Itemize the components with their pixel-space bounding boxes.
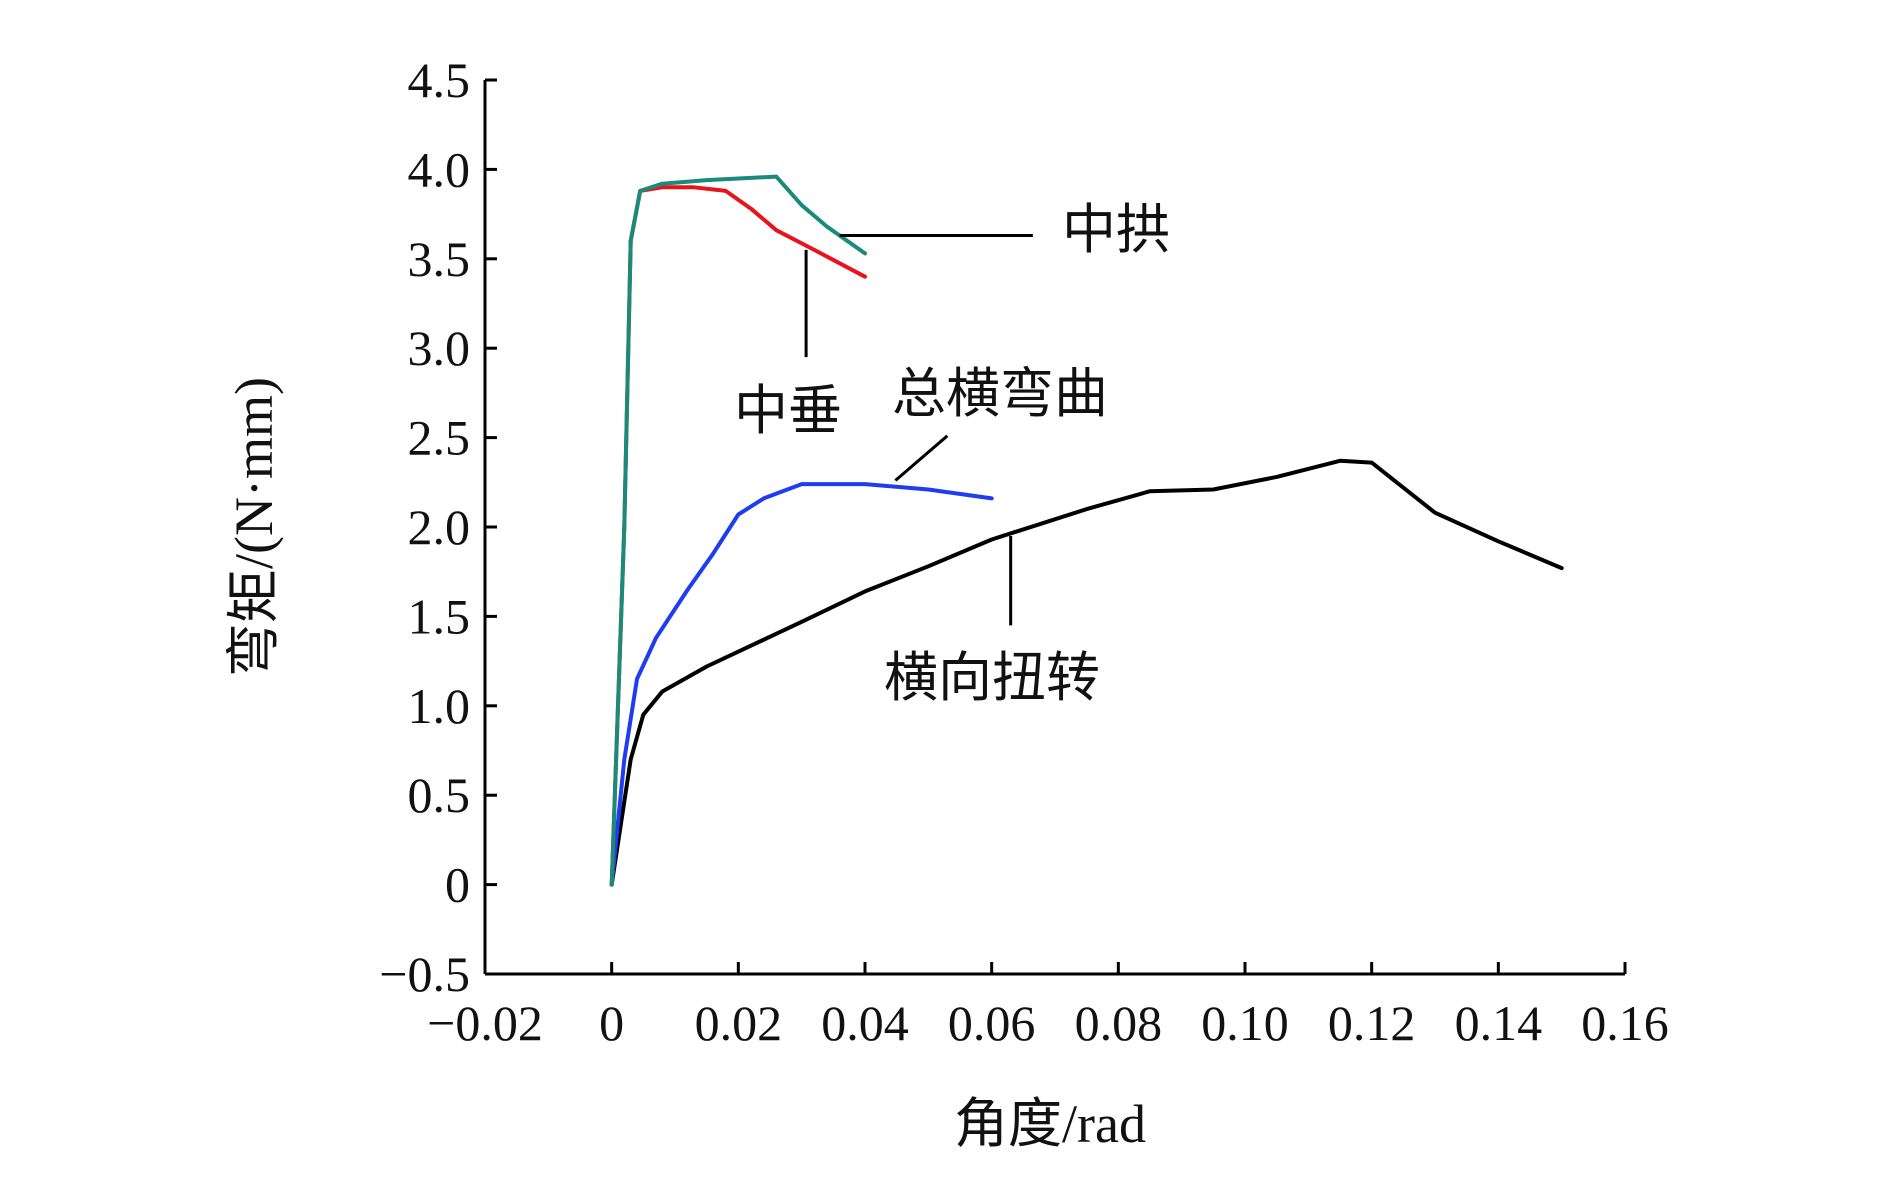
y-tick-label: 4.0 (408, 141, 471, 197)
y-tick-label: 1.5 (408, 588, 471, 644)
y-tick-label: −0.5 (379, 946, 470, 1002)
axes: −0.02 0 0.02 0.04 0.06 0.08 0.10 0.12 0.14 0.16 −… (379, 52, 1668, 1051)
x-tick-label: 0.10 (1201, 995, 1289, 1051)
annotation-hengxiangniuzhuan: 横向扭转 (884, 648, 1100, 708)
series-line-2 (609, 185, 867, 887)
annotation-zhonggong: 中拱 (1062, 200, 1170, 260)
x-tick-label: 0.04 (821, 995, 909, 1051)
series-line-3 (609, 482, 994, 887)
y-tick-label: 4.5 (408, 52, 471, 108)
x-tick-label: −0.02 (427, 995, 543, 1051)
x-tick-label: 0.12 (1328, 995, 1416, 1051)
x-tick-label: 0.16 (1581, 995, 1669, 1051)
leader-lines (804, 234, 1033, 626)
annotation-zhongchui: 中垂 (734, 381, 842, 441)
x-tick-label: 0.08 (1075, 995, 1163, 1051)
y-tick-label: 2.0 (408, 499, 471, 555)
x-tick-label: 0.14 (1455, 995, 1543, 1051)
x-tick-label: 0.06 (948, 995, 1036, 1051)
x-tick-label: 0 (599, 995, 624, 1051)
x-ticks: −0.02 0 0.02 0.04 0.06 0.08 0.10 0.12 0.14 0.16 (427, 962, 1669, 1051)
annotation-zonghengwanqu: 总横弯曲 (892, 364, 1108, 424)
x-tick-label: 0.02 (695, 995, 783, 1051)
series-line-4 (609, 458, 1564, 887)
y-axis-title: 弯矩/(N·mm) (224, 377, 284, 677)
y-tick-label: 0 (445, 857, 470, 913)
series-layer (609, 174, 1564, 887)
y-tick-label: 2.5 (408, 410, 471, 466)
leader-zonghengwanqu (894, 434, 949, 482)
series-line-1 (609, 174, 867, 887)
x-axis-title: 角度/rad (954, 1094, 1146, 1154)
y-tick-label: 0.5 (408, 767, 471, 823)
y-tick-label: 3.0 (408, 320, 471, 376)
y-ticks: −0.5 0 0.5 1.0 1.5 2.0 2.5 3.0 3.5 4.0 4.5 (379, 52, 497, 1002)
y-tick-label: 3.5 (408, 231, 471, 287)
y-tick-label: 1.0 (408, 678, 471, 734)
